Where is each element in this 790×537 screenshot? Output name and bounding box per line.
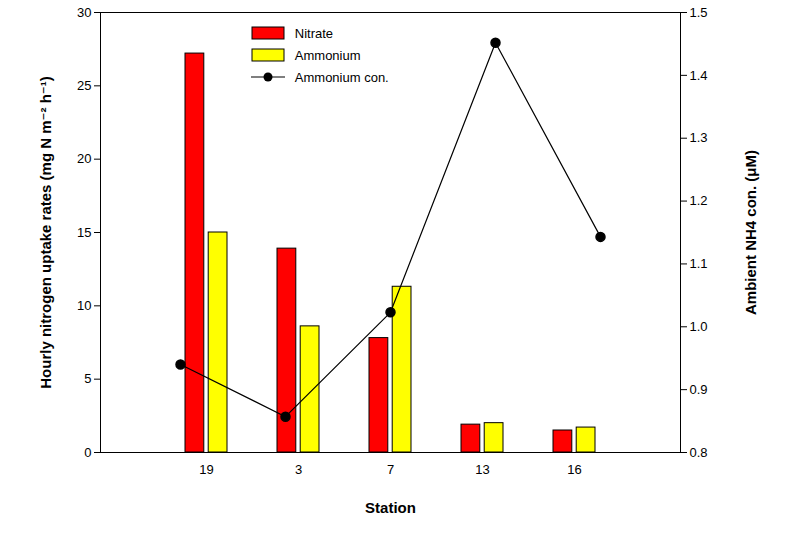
- svg-text:19: 19: [199, 462, 213, 477]
- svg-text:25: 25: [77, 78, 91, 93]
- svg-text:20: 20: [77, 151, 91, 166]
- svg-text:1.1: 1.1: [690, 256, 708, 271]
- svg-text:Ambient NH4 con. (μM): Ambient NH4 con. (μM): [742, 150, 759, 315]
- svg-text:1.3: 1.3: [690, 130, 708, 145]
- svg-text:0.8: 0.8: [690, 445, 708, 460]
- svg-text:0: 0: [84, 445, 91, 460]
- svg-text:1.2: 1.2: [690, 193, 708, 208]
- svg-text:15: 15: [77, 225, 91, 240]
- svg-text:30: 30: [77, 5, 91, 20]
- svg-text:10: 10: [77, 298, 91, 313]
- svg-text:16: 16: [567, 462, 581, 477]
- svg-text:1.0: 1.0: [690, 319, 708, 334]
- svg-text:13: 13: [475, 462, 489, 477]
- html-text:Nitrate: Nitrate: [294, 25, 334, 41]
- svg-text:3: 3: [295, 462, 302, 477]
- svg-text:1.5: 1.5: [690, 5, 708, 20]
- svg-text:Hourly nitrogen uptake rates (: Hourly nitrogen uptake rates (mg N m⁻² h…: [37, 76, 54, 389]
- svg-text:1.4: 1.4: [690, 68, 708, 83]
- html-text:Ammonium con.: Ammonium con.: [294, 69, 389, 85]
- html-text:Ammonium: Ammonium: [294, 47, 361, 63]
- svg-text:7: 7: [387, 462, 394, 477]
- svg-text:0.9: 0.9: [690, 382, 708, 397]
- svg-text:Station: Station: [365, 499, 416, 516]
- svg-text:5: 5: [84, 371, 91, 386]
